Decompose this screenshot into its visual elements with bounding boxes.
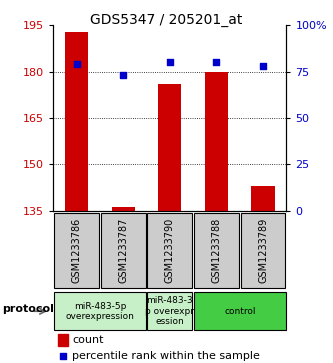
Bar [65,32,88,211]
Text: GSM1233787: GSM1233787 [118,218,128,283]
Text: control: control [224,307,255,316]
Text: GSM1233789: GSM1233789 [258,218,268,283]
Point [60,353,66,359]
Point [214,60,219,65]
Bar [241,213,285,288]
Point [121,73,126,78]
Text: protocol: protocol [2,305,54,314]
Text: percentile rank within the sample: percentile rank within the sample [72,351,260,361]
Point [167,60,172,65]
Bar [251,186,275,211]
Bar [194,292,286,330]
Point [74,61,79,67]
Text: miR-483-5p
overexpression: miR-483-5p overexpression [66,302,134,321]
Text: GSM1233788: GSM1233788 [211,218,221,283]
Bar [158,84,181,211]
Text: GDS5347 / 205201_at: GDS5347 / 205201_at [90,13,243,27]
Bar [54,292,146,330]
Point [260,63,266,69]
Bar [101,213,146,288]
Text: miR-483-3
p overexpr
ession: miR-483-3 p overexpr ession [145,296,194,326]
Bar [58,334,69,346]
Text: GSM1233786: GSM1233786 [72,218,82,283]
Text: GSM1233790: GSM1233790 [165,218,175,283]
Bar [148,213,192,288]
Bar [205,72,228,211]
Bar [54,213,99,288]
Bar [194,213,239,288]
Bar [147,292,192,330]
Text: count: count [72,335,104,346]
Bar [112,207,135,211]
